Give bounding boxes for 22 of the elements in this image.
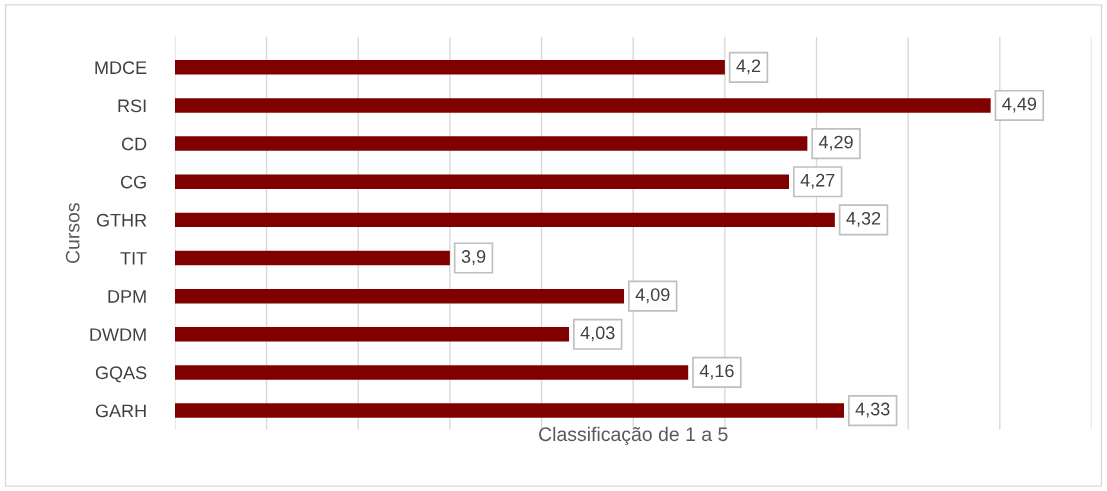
data-label: 4,32 xyxy=(846,211,881,227)
y-axis-title: Cursos xyxy=(65,203,80,264)
data-label: 4,49 xyxy=(1002,97,1037,113)
data-label: 4,33 xyxy=(855,402,890,418)
y-tick-label: GARH xyxy=(95,404,146,418)
y-tick-label: GTHR xyxy=(96,213,147,227)
y-tick-label: CD xyxy=(121,137,147,151)
data-label: 3,9 xyxy=(461,250,486,265)
y-tick-label: GQAS xyxy=(95,366,147,383)
y-tick-label: MDCE xyxy=(95,61,147,75)
x-axis-title: Classificação de 1 a 5 xyxy=(539,426,728,446)
y-tick-label: RSI xyxy=(118,99,146,113)
y-tick-label: DPM xyxy=(108,290,146,303)
y-tick-label: DWDM xyxy=(90,328,146,341)
y-tick-label: CG xyxy=(120,175,146,189)
data-label: 4,27 xyxy=(800,173,835,189)
data-label: 4,29 xyxy=(818,135,853,151)
data-label: 4,16 xyxy=(699,364,734,380)
data-label: 4,03 xyxy=(580,326,615,342)
data-label: 4,2 xyxy=(736,59,761,75)
data-label: 4,09 xyxy=(635,288,670,304)
y-tick-label: TIT xyxy=(120,252,147,265)
